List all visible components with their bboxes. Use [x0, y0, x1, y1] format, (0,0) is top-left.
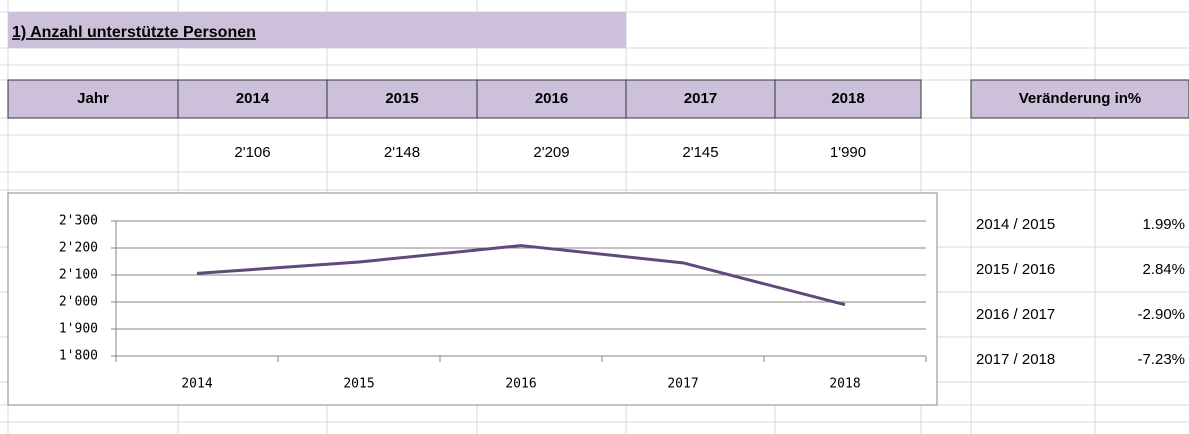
- header-cell: 2014: [236, 90, 270, 107]
- change-value: 2.84%: [1142, 261, 1185, 278]
- change-period: 2016 / 2017: [976, 306, 1055, 323]
- change-value: 1.99%: [1142, 216, 1185, 233]
- x-tick-label: 2015: [343, 377, 374, 392]
- data-line: [196, 244, 846, 307]
- y-tick-label: 2'300: [59, 214, 98, 229]
- value-cell: 2'106: [234, 144, 270, 161]
- header-cell: Jahr: [77, 90, 109, 107]
- value-cell: 2'148: [384, 144, 420, 161]
- change-period: 2015 / 2016: [976, 261, 1055, 278]
- y-tick-label: 1'800: [59, 349, 98, 364]
- chart-frame: [7, 192, 938, 406]
- x-tick-label: 2018: [829, 377, 860, 392]
- change-period: 2017 / 2018: [976, 351, 1055, 368]
- change-table: 2014 / 2015 1.99% 2015 / 2016 2.84% 2016 / 2…: [976, 216, 1185, 368]
- header-cell: 2018: [831, 90, 864, 107]
- change-header-cell: [970, 79, 1189, 119]
- header-cell: 2015: [385, 90, 418, 107]
- change-value: -7.23%: [1137, 351, 1185, 368]
- chart: 1'800 1'900 2'000 2'100 2'200 2'300 2014 2015 20…: [59, 214, 927, 392]
- x-tick-label: 2016: [505, 377, 536, 392]
- value-cell: 2'145: [682, 144, 718, 161]
- y-tick-label: 2'000: [59, 295, 98, 310]
- change-value: -2.90%: [1137, 306, 1185, 323]
- x-tick-label: 2014: [181, 377, 212, 392]
- value-cell: 2'209: [533, 144, 569, 161]
- change-period: 2014 / 2015: [976, 216, 1055, 233]
- sheet-title: 1) Anzahl unterstützte Personen: [12, 24, 256, 41]
- header-cell: 2017: [684, 90, 717, 107]
- data-table: Jahr 2014 2015 2016 2017 2018 2'106 2'148 2'209 2…: [7, 79, 922, 161]
- change-header: Veränderung in%: [1019, 90, 1142, 107]
- y-tick-label: 2'200: [59, 241, 98, 256]
- value-cell: 1'990: [830, 144, 866, 161]
- y-tick-label: 1'900: [59, 322, 98, 337]
- y-tick-label: 2'100: [59, 268, 98, 283]
- x-tick-label: 2017: [667, 377, 698, 392]
- header-row: [7, 79, 922, 119]
- title-cell: [8, 12, 626, 48]
- header-cell: 2016: [535, 90, 568, 107]
